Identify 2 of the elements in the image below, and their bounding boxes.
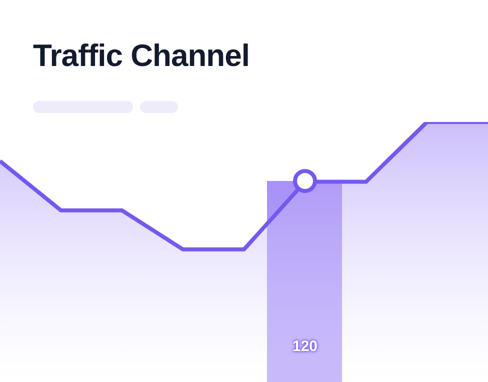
chart-title: Traffic Channel: [33, 38, 250, 74]
annotation: 120: [291, 338, 319, 355]
